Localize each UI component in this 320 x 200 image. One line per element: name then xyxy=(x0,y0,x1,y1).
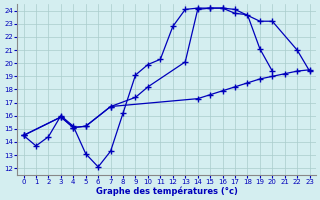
X-axis label: Graphe des températures (°c): Graphe des températures (°c) xyxy=(96,186,237,196)
